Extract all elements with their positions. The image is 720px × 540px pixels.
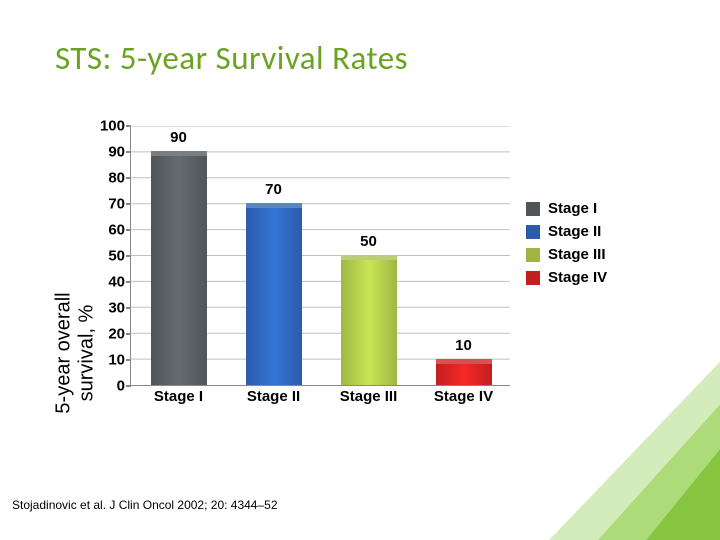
corner-decoration <box>470 290 720 540</box>
legend: Stage I Stage II Stage III Stage IV <box>526 200 666 292</box>
legend-label: Stage I <box>548 200 597 217</box>
y-axis-label: 5-year overall survival, % <box>53 292 99 413</box>
legend-item: Stage III <box>526 246 666 263</box>
bar-value-label: 90 <box>170 129 187 146</box>
y-axis-label-wrap: 5-year overall survival, % <box>56 220 96 486</box>
legend-label: Stage III <box>548 246 606 263</box>
ylabel-line2: survival, % <box>76 305 98 402</box>
xtick-label: Stage II <box>247 388 300 405</box>
legend-item: Stage II <box>526 223 666 240</box>
bar-stage-i: 90 <box>151 151 207 385</box>
bar-stage-ii: 70 <box>246 203 302 385</box>
slide: STS: 5-year Survival Rates 5-year overal… <box>0 0 720 540</box>
slide-title: STS: 5-year Survival Rates <box>55 38 408 78</box>
legend-item: Stage IV <box>526 269 666 286</box>
citation: Stojadinovic et al. J Clin Oncol 2002; 2… <box>12 498 278 512</box>
bar-stage-iii: 50 <box>341 255 397 385</box>
legend-swatch <box>526 202 540 216</box>
legend-swatch <box>526 271 540 285</box>
ylabel-line1: 5-year overall <box>53 292 75 413</box>
xtick-label: Stage III <box>340 388 398 405</box>
legend-item: Stage I <box>526 200 666 217</box>
legend-swatch <box>526 225 540 239</box>
plot-area: 010203040506070809010090Stage I70Stage I… <box>130 126 510 386</box>
bar-value-label: 50 <box>360 233 377 250</box>
xtick-label: Stage I <box>154 388 203 405</box>
legend-label: Stage II <box>548 223 601 240</box>
bar-value-label: 70 <box>265 181 282 198</box>
legend-swatch <box>526 248 540 262</box>
legend-label: Stage IV <box>548 269 607 286</box>
